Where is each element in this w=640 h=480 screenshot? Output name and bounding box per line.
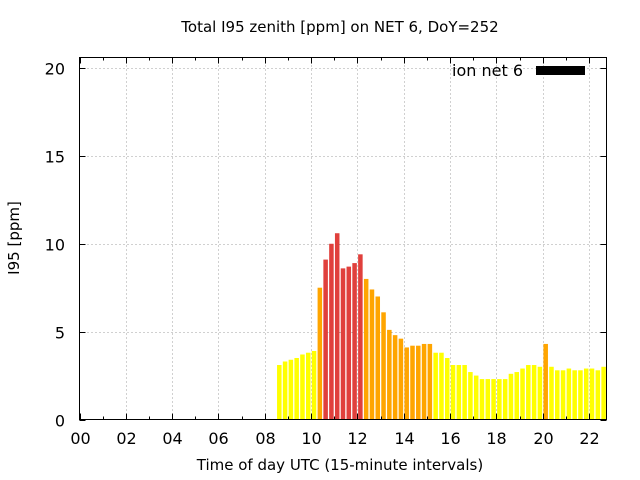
bar <box>479 379 485 420</box>
bar <box>392 335 398 420</box>
bar <box>537 366 543 420</box>
bar <box>491 379 496 420</box>
bar <box>444 358 450 420</box>
x-tick-label: 14 <box>394 429 414 448</box>
chart-title: Total I95 zenith [ppm] on NET 6, DoY=252 <box>180 18 498 36</box>
bar <box>323 259 328 420</box>
bar <box>404 347 409 420</box>
bar <box>473 375 479 420</box>
y-tick-label: 0 <box>55 412 65 431</box>
bar <box>549 366 554 420</box>
bar <box>398 338 404 420</box>
bar <box>352 263 357 420</box>
bar <box>334 233 340 420</box>
y-tick-label: 10 <box>45 236 65 255</box>
bar <box>520 368 525 420</box>
legend-swatch <box>536 66 585 75</box>
bar <box>595 370 601 420</box>
x-tick-label: 12 <box>347 429 367 448</box>
bar <box>462 365 467 420</box>
x-tick-label: 02 <box>116 429 136 448</box>
bar <box>439 352 444 420</box>
bar <box>282 361 288 420</box>
x-axis-title: Time of day UTC (15-minute intervals) <box>196 456 483 474</box>
bar <box>387 329 392 420</box>
bar <box>526 365 531 420</box>
bar <box>433 352 438 420</box>
x-tick-label: 08 <box>255 429 275 448</box>
bar <box>346 266 352 420</box>
bar <box>317 287 323 420</box>
x-tick-label: 20 <box>533 429 553 448</box>
x-tick-label: 18 <box>486 429 506 448</box>
bar <box>543 343 548 420</box>
bar <box>555 370 560 420</box>
grid-lines <box>79 57 607 420</box>
y-axis-title: I95 [ppm] <box>5 201 23 275</box>
bar <box>410 345 415 420</box>
x-tick-label: 00 <box>70 429 90 448</box>
x-tick-label: 06 <box>208 429 228 448</box>
y-tick-label: 5 <box>55 324 65 343</box>
bar <box>601 366 606 420</box>
bar-series <box>277 233 606 420</box>
bar <box>497 379 502 420</box>
bar <box>358 254 363 420</box>
plot-frame <box>79 57 607 420</box>
bar <box>369 289 375 420</box>
x-tick-label: 22 <box>579 429 599 448</box>
bar <box>456 365 462 420</box>
bar <box>502 379 508 420</box>
bar <box>566 368 572 420</box>
bar <box>560 370 566 420</box>
bar <box>340 268 346 420</box>
bar <box>450 365 456 420</box>
bar <box>288 359 294 420</box>
bar <box>421 343 427 420</box>
bar <box>294 358 299 420</box>
y-tick-label: 20 <box>45 60 65 79</box>
bar <box>375 296 381 420</box>
bar <box>468 372 473 420</box>
bar <box>329 243 334 420</box>
y-tick-labels: 0 5 10 15 20 <box>45 60 65 431</box>
bar <box>363 278 369 420</box>
bar <box>583 368 589 420</box>
tick-marks <box>79 57 607 421</box>
y-tick-label: 15 <box>45 148 65 167</box>
bar <box>305 352 311 420</box>
bar <box>311 350 317 420</box>
bar <box>514 372 519 420</box>
bar <box>508 373 514 420</box>
bar <box>485 379 491 420</box>
bar <box>578 370 583 420</box>
x-tick-label: 16 <box>440 429 460 448</box>
bar <box>589 368 595 420</box>
x-tick-label: 04 <box>162 429 182 448</box>
bar <box>572 370 577 420</box>
legend-label: ion net 6 <box>452 61 523 80</box>
bar <box>416 345 421 420</box>
bar <box>277 365 282 420</box>
bar <box>381 312 386 420</box>
bar <box>427 343 433 420</box>
bar <box>300 354 305 420</box>
bar <box>531 365 537 420</box>
legend: ion net 6 <box>452 61 585 80</box>
x-tick-labels: 00 02 04 06 08 10 12 14 16 18 20 22 <box>70 429 599 448</box>
x-tick-label: 10 <box>301 429 321 448</box>
